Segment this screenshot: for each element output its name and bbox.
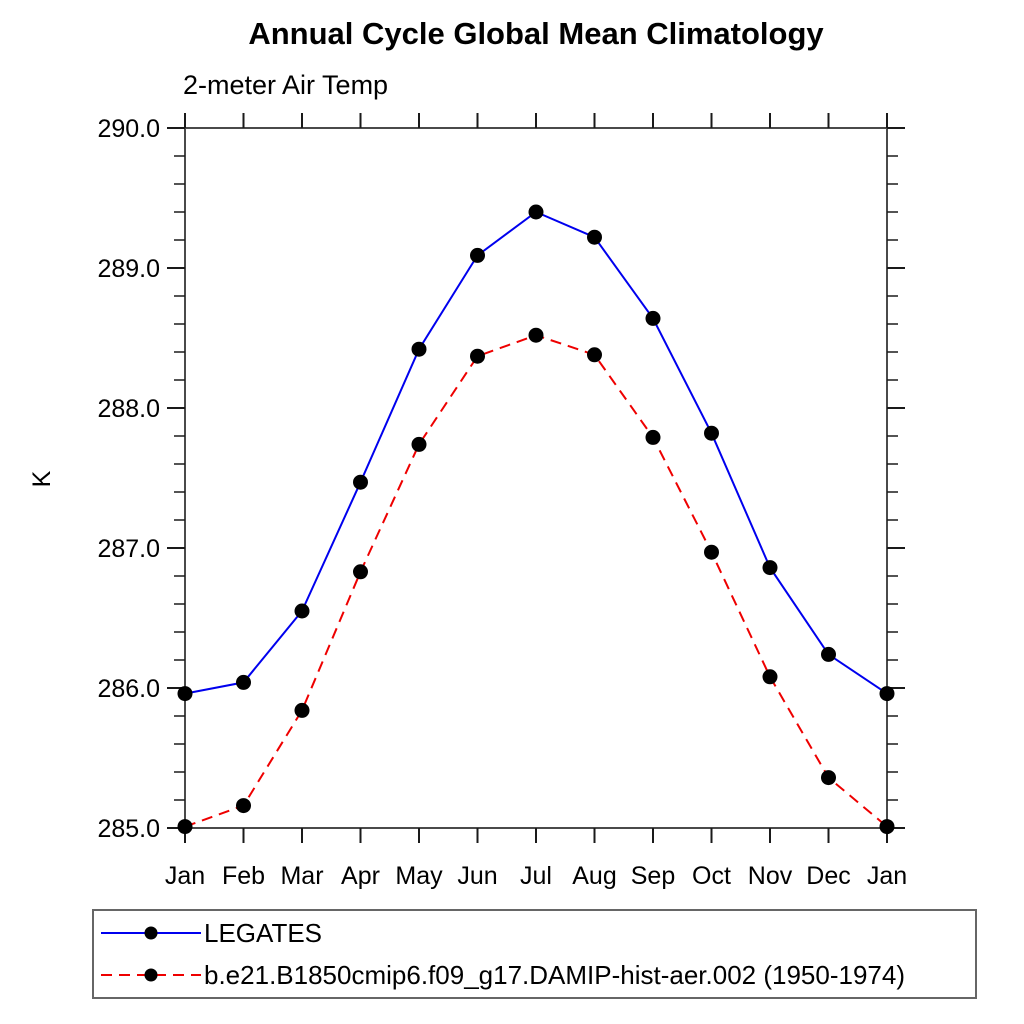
x-tick-label: Apr (341, 862, 380, 890)
data-point-legates (294, 603, 310, 619)
x-tick-label: Sep (631, 862, 675, 890)
y-tick-label: 285.0 (97, 815, 160, 843)
x-tick-label: Dec (806, 862, 850, 890)
y-tick-label: 287.0 (97, 535, 160, 563)
data-point-legates (879, 686, 895, 702)
series-line-model (184, 334, 888, 828)
data-point-legates (353, 474, 368, 490)
data-point-model (587, 347, 602, 363)
data-point-model (645, 429, 661, 445)
data-point-model (528, 327, 544, 343)
data-point-model (294, 702, 310, 718)
x-tick-label: Jan (165, 862, 205, 890)
data-point-model (411, 436, 427, 452)
y-tick-label: 286.0 (97, 675, 160, 703)
x-tick-label: Mar (280, 862, 323, 890)
series-line-legates (184, 210, 888, 695)
data-point-model (879, 819, 895, 835)
data-point-model (470, 348, 485, 364)
data-point-legates (411, 341, 427, 357)
x-tick-label: Jun (457, 862, 497, 890)
model-dashed-line-sample-icon (101, 968, 201, 982)
data-point-legates (704, 425, 719, 441)
chart-subtitle: 2-meter Air Temp (183, 70, 389, 100)
x-tick-label: May (395, 862, 443, 890)
legend-label-model: b.e21.B1850cmip6.f09_g17.DAMIP-hist-aer.… (204, 959, 905, 990)
x-tick-label: Jul (520, 862, 552, 890)
legates-line-sample-icon (101, 926, 201, 940)
data-point-legates (762, 560, 778, 576)
y-tick-label: 288.0 (97, 395, 160, 423)
legend: LEGATES b.e21.B1850cmip6.f09_g17.DAMIP-h… (92, 909, 977, 999)
data-point-model (704, 544, 719, 560)
y-tick-label: 289.0 (97, 255, 160, 283)
data-point-model (762, 669, 778, 685)
x-tick-label: Oct (692, 862, 731, 890)
x-tick-label: Feb (222, 862, 265, 890)
legend-label-legates: LEGATES (204, 917, 323, 948)
data-point-legates (587, 229, 602, 245)
plot-frame (184, 127, 888, 829)
data-point-legates (236, 674, 251, 690)
x-tick-label: Aug (572, 862, 616, 890)
data-point-legates (177, 686, 193, 702)
y-tick-label: 290.0 (97, 115, 160, 143)
data-point-legates (528, 204, 544, 220)
chart-title: Annual Cycle Global Mean Climatology (248, 16, 824, 51)
data-point-model (236, 798, 251, 814)
legend-row-model: b.e21.B1850cmip6.f09_g17.DAMIP-hist-aer.… (98, 954, 975, 996)
x-tick-label: Nov (748, 862, 793, 890)
data-point-legates (821, 646, 836, 662)
legend-row-legates: LEGATES (98, 912, 975, 954)
data-point-model (821, 770, 836, 786)
data-point-model (177, 819, 193, 835)
data-point-legates (470, 247, 485, 263)
data-point-model (353, 564, 368, 580)
x-tick-label: Jan (867, 862, 907, 890)
data-point-legates (645, 310, 661, 326)
